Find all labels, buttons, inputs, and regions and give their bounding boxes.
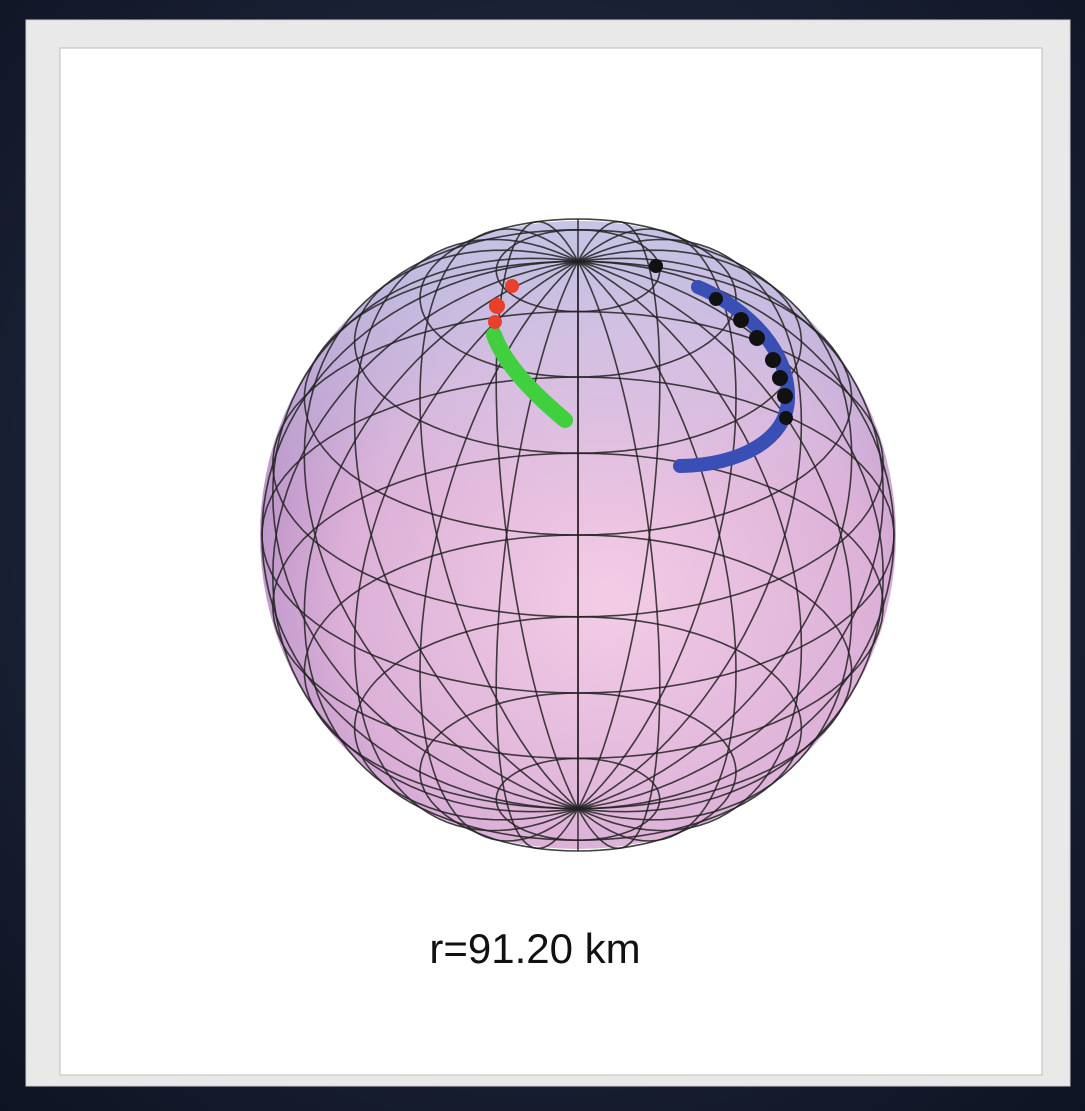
meridian-line <box>577 228 737 810</box>
meridian-line <box>495 260 579 850</box>
meridian-line <box>419 260 579 842</box>
tracks <box>486 259 796 473</box>
meridian-line <box>577 249 853 810</box>
meridian-line <box>577 257 885 810</box>
black-points <box>649 259 793 425</box>
meridian-line <box>303 260 579 821</box>
wireframe <box>261 218 895 852</box>
meridian-line <box>353 238 579 810</box>
meridian-line <box>577 260 853 821</box>
meridian-line <box>577 260 661 850</box>
meridian-line <box>271 260 579 813</box>
caption: r=91.20 km <box>429 925 640 972</box>
meridian-line <box>303 249 579 810</box>
meridian-line <box>577 260 803 832</box>
green-track <box>486 327 573 428</box>
meridian-line <box>577 220 661 810</box>
meridian-line <box>577 238 803 810</box>
red-point <box>489 298 505 314</box>
red-point <box>505 279 519 293</box>
meridian-line <box>577 260 737 842</box>
red-point <box>488 315 502 329</box>
meridian-line <box>271 257 579 810</box>
meridian-line <box>353 260 579 832</box>
meridian-line <box>577 260 895 810</box>
meridian-line <box>419 228 579 810</box>
meridian-line <box>577 260 885 813</box>
meridian-line <box>261 260 579 810</box>
meridian-line <box>495 220 579 810</box>
